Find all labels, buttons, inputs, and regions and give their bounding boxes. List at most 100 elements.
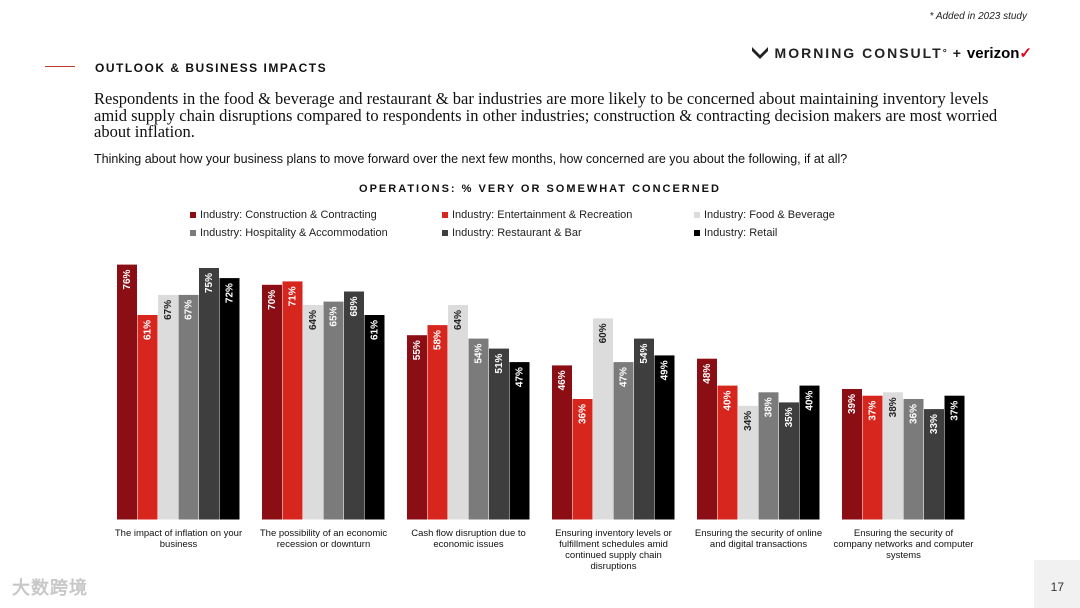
bar — [509, 362, 530, 520]
bar-value-label: 46% — [557, 370, 568, 390]
legend-label: Industry: Construction & Contracting — [200, 209, 377, 221]
bar — [738, 405, 758, 520]
bar-value-label: 64% — [453, 310, 464, 330]
legend-item: Industry: Construction & Contracting — [190, 209, 442, 221]
added-note: * Added in 2023 study — [929, 11, 1027, 22]
bar-value-label: 61% — [142, 320, 153, 340]
bar — [842, 389, 862, 520]
page-number: 17 — [1050, 580, 1064, 594]
bar-value-label: 76% — [122, 269, 133, 289]
bar — [903, 399, 924, 520]
bar-value-label: 33% — [929, 414, 940, 434]
bar — [158, 294, 178, 520]
x-axis-category-label: The impact of inflation on your business — [114, 528, 243, 550]
bar — [779, 402, 799, 520]
bar — [613, 362, 634, 520]
survey-question: Thinking about how your business plans t… — [94, 152, 848, 166]
bar — [758, 392, 779, 520]
bar-value-label: 38% — [888, 397, 899, 417]
bar-value-label: 35% — [784, 407, 795, 427]
bar-value-label: 54% — [639, 343, 650, 363]
bar-value-label: 40% — [722, 390, 733, 410]
watermark: 大数跨境 — [12, 574, 88, 600]
partner-logo: verizon✓ — [967, 44, 1032, 62]
bar-value-label: 47% — [618, 367, 629, 387]
bar — [303, 305, 323, 520]
legend-item: Industry: Food & Beverage — [694, 209, 894, 221]
bar — [137, 315, 158, 520]
legend-label: Industry: Hospitality & Accommodation — [200, 227, 388, 239]
bar — [654, 355, 675, 520]
bar-value-label: 72% — [224, 283, 235, 303]
bar — [344, 291, 364, 520]
legend-swatch — [442, 212, 448, 218]
partner-name: verizon — [966, 45, 1020, 62]
bar — [407, 335, 427, 520]
chart-title: OPERATIONS: % VERY OR SOMEWHAT CONCERNED — [359, 183, 721, 195]
bar-value-label: 39% — [847, 394, 858, 414]
bar-value-label: 70% — [267, 290, 278, 310]
bar — [552, 365, 572, 520]
legend-item: Industry: Hospitality & Accommodation — [190, 227, 442, 239]
legend-label: Industry: Food & Beverage — [704, 209, 835, 221]
bar — [364, 315, 385, 520]
bar — [282, 281, 303, 520]
bar-value-label: 64% — [308, 310, 319, 330]
bar-value-label: 54% — [473, 343, 484, 363]
bar-value-label: 48% — [702, 364, 713, 384]
bar-value-label: 49% — [659, 360, 670, 380]
morning-consult-logo-icon — [751, 47, 768, 59]
bar-value-label: 75% — [204, 273, 215, 293]
brand-logo: MORNING CONSULT ° + verizon✓ — [751, 44, 1032, 62]
legend-swatch — [694, 230, 700, 236]
watermark-text: 大数跨境 — [12, 578, 88, 598]
brand-name: MORNING CONSULT — [774, 45, 943, 61]
bar-value-label: 67% — [183, 300, 194, 320]
bar — [427, 325, 448, 520]
bar-value-label: 51% — [494, 353, 505, 373]
bar — [593, 318, 613, 520]
x-axis-category-label: Ensuring inventory levels or fulfillment… — [555, 528, 672, 572]
legend-item: Industry: Restaurant & Bar — [442, 227, 694, 239]
bar-value-label: 37% — [867, 401, 878, 421]
bar — [219, 278, 240, 520]
bar-value-label: 68% — [349, 296, 360, 316]
bar — [448, 305, 468, 520]
bar-value-label: 38% — [763, 397, 774, 417]
x-axis-category-label: The possibility of an economic recession… — [259, 528, 388, 550]
bar-value-label: 36% — [908, 404, 919, 424]
x-axis-category-label: Ensuring the security of online and digi… — [694, 528, 823, 550]
section-label: OUTLOOK & BUSINESS IMPACTS — [95, 61, 328, 75]
legend-item: Industry: Retail — [694, 227, 894, 239]
legend-swatch — [190, 212, 196, 218]
bar-value-label: 34% — [743, 411, 754, 431]
brand-plus: + — [952, 45, 961, 61]
bar-value-label: 60% — [598, 323, 609, 343]
page-number-box — [1034, 560, 1080, 608]
bar-value-label: 67% — [163, 300, 174, 320]
bar — [323, 301, 344, 520]
bar — [468, 338, 489, 520]
bar-value-label: 71% — [287, 286, 298, 306]
chart-legend: Industry: Construction & Contracting Indu… — [190, 209, 890, 239]
bar — [178, 294, 199, 520]
x-axis-category-label: Cash flow disruption due to economic iss… — [411, 528, 526, 550]
bar — [634, 338, 654, 520]
bar-value-label: 65% — [328, 306, 339, 326]
legend-label: Industry: Retail — [704, 227, 778, 239]
bar — [944, 395, 965, 520]
x-axis-category-label: Ensuring the security of company network… — [833, 528, 974, 561]
legend-label: Industry: Entertainment & Recreation — [452, 209, 633, 221]
bar — [697, 358, 717, 520]
headline: Respondents in the food & beverage and r… — [94, 89, 998, 141]
legend-item: Industry: Entertainment & Recreation — [442, 209, 694, 221]
bar — [489, 348, 509, 520]
legend-swatch — [694, 212, 700, 218]
bar — [199, 268, 219, 520]
bar-value-label: 55% — [412, 340, 423, 360]
bar — [117, 264, 137, 520]
bar-value-label: 61% — [369, 320, 380, 340]
bar — [924, 409, 944, 520]
bar — [883, 392, 903, 520]
